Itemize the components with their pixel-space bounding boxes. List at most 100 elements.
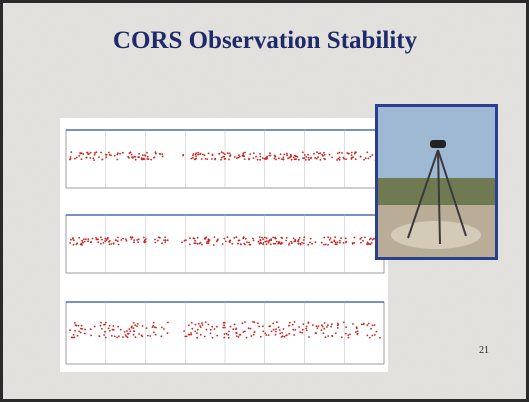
scatter-dot — [163, 239, 165, 242]
scatter-dot — [100, 242, 102, 245]
scatter-dot — [70, 238, 72, 241]
scatter-dot — [303, 236, 306, 239]
scatter-dot — [241, 322, 244, 325]
scatter-dot — [161, 155, 164, 158]
scatter-dot — [259, 335, 262, 338]
scatter-dot — [269, 152, 271, 155]
scatter-dot — [293, 334, 295, 336]
tripod-leg — [437, 149, 467, 237]
scatter-dot — [310, 156, 312, 159]
scatter-dot — [297, 238, 300, 241]
scatter-dot — [225, 332, 228, 335]
scatter-dot — [222, 326, 225, 329]
scatter-dot — [224, 240, 227, 243]
scatter-dot — [126, 332, 129, 335]
scatter-dot — [247, 327, 250, 330]
scatter-dot — [327, 324, 329, 327]
scatter-dot — [116, 153, 119, 156]
scatter-dot — [190, 333, 193, 336]
scatter-dot — [235, 328, 237, 331]
scatter-dot — [132, 333, 135, 336]
scatter-dot — [216, 325, 218, 328]
scatter-dot — [347, 334, 350, 337]
scatter-dot — [79, 331, 82, 334]
scatter-dot — [138, 152, 141, 155]
scatter-dot — [370, 242, 373, 244]
scatter-dot — [242, 331, 245, 333]
scatter-dot — [207, 240, 210, 243]
scatter-dot — [105, 156, 108, 159]
scatter-dot — [122, 151, 124, 154]
scatter-dot — [353, 236, 356, 239]
scatter-dot — [314, 157, 316, 159]
scatter-dot — [334, 332, 337, 335]
scatter-dot — [336, 152, 339, 155]
scatter-dot — [147, 334, 149, 337]
scatter-dot — [87, 238, 90, 241]
scatter-dot — [327, 244, 329, 246]
scatter-dot — [315, 157, 318, 160]
scatter-dot — [143, 239, 146, 242]
scatter-dot — [136, 323, 139, 325]
scatter-dot — [248, 243, 251, 246]
scatter-dot — [69, 157, 72, 160]
scatter-dot — [366, 334, 369, 337]
scatter-dot — [249, 327, 252, 330]
scatter-dot — [362, 239, 364, 242]
scatter-dot — [244, 151, 246, 154]
scatter-dot — [315, 325, 318, 328]
scatter-dot — [345, 326, 347, 328]
scatter-dot — [309, 241, 311, 244]
scatter-dot — [228, 240, 231, 243]
scatter-dot — [111, 328, 114, 331]
scatter-dot — [334, 243, 337, 246]
scatter-dot — [370, 327, 372, 330]
scatter-dot — [207, 323, 210, 326]
scatter-dot — [81, 241, 84, 244]
scatter-dot — [194, 330, 197, 333]
scatter-dot — [144, 241, 147, 243]
scatter-dot — [122, 237, 124, 240]
scatter-dot — [100, 236, 102, 239]
scatter-dot — [298, 237, 301, 239]
scatter-dot — [143, 158, 146, 161]
scatter-dot — [245, 336, 248, 339]
photo-concrete — [391, 221, 481, 249]
scatter-dot — [215, 240, 218, 243]
scatter-dot — [201, 153, 204, 156]
scatter-dot — [349, 333, 351, 336]
scatter-dot — [244, 330, 246, 333]
scatter-dot — [277, 242, 279, 245]
scatter-dot — [130, 238, 133, 240]
scatter-dot — [129, 330, 132, 333]
scatter-dot — [326, 326, 328, 328]
scatter-dot — [222, 152, 225, 155]
scatter-dot — [339, 239, 341, 242]
scatter-dot — [238, 333, 241, 336]
scatter-dot — [216, 238, 219, 241]
scatter-dot — [334, 236, 336, 239]
scatter-dot — [282, 156, 285, 159]
scatter-dot — [328, 153, 331, 156]
scatter-dot — [262, 243, 264, 246]
scatter-dot — [164, 239, 167, 242]
scatter-dot — [164, 236, 167, 239]
scatter-dot — [126, 336, 129, 339]
scatter-dot — [146, 151, 148, 154]
scatter-dot — [124, 334, 127, 336]
scatter-dot — [353, 242, 356, 244]
scatter-dot — [350, 151, 353, 154]
scatter-dot — [145, 327, 148, 329]
scatter-dot — [134, 324, 137, 327]
scatter-dot — [275, 158, 277, 161]
scatter-dot — [324, 243, 327, 246]
scatter-dot — [269, 325, 272, 328]
scatter-dot — [74, 322, 76, 324]
scatter-dot — [196, 332, 198, 334]
scatter-dot — [312, 324, 314, 326]
scatter-dot — [323, 322, 326, 324]
scatter-dot — [294, 238, 297, 241]
scatter-dot — [327, 236, 330, 239]
scatter-dot — [274, 155, 277, 158]
scatter-dot — [130, 153, 133, 156]
